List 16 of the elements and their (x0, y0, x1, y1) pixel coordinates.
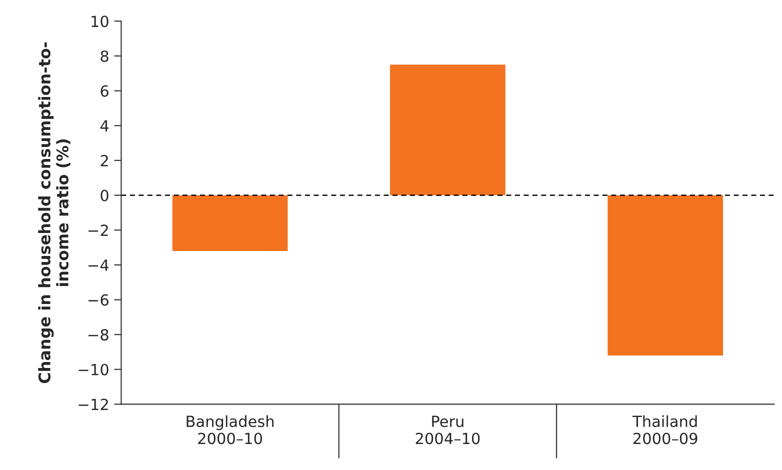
y-tick-label: −10 (78, 364, 108, 376)
x-tick-label: Peru 2004–10 (416, 416, 480, 444)
y-tick-label: 4 (100, 120, 109, 132)
y-tick-label: −2 (88, 224, 108, 236)
x-tick-label: Bangladesh 2000–10 (186, 415, 274, 444)
x-tick-label: Thailand 2000–09 (632, 415, 698, 444)
y-tick-label: −12 (78, 398, 108, 410)
y-tick-label: −4 (88, 260, 109, 271)
y-tick-label: 0 (100, 190, 108, 202)
y-tick-label: 6 (100, 85, 108, 97)
y-axis-title: Change in household consumption-to- income ratio (%) (38, 42, 70, 384)
y-tick-label: 2 (100, 154, 108, 166)
y-tick-label: 10 (92, 16, 108, 28)
y-tick-label: −6 (88, 294, 108, 306)
y-tick-label: −8 (88, 329, 108, 341)
y-tick-label: 8 (100, 50, 108, 62)
